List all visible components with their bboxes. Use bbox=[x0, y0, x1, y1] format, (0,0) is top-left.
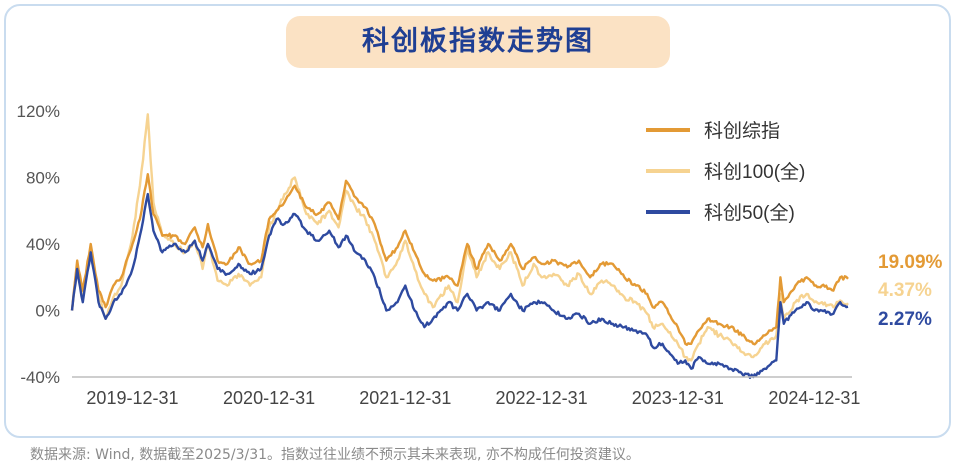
title-banner bbox=[286, 16, 670, 68]
x-tick-label: 2024-12-31 bbox=[768, 388, 860, 408]
end-value-label: 2.27% bbox=[878, 309, 932, 330]
data-source-note: 数据来源: Wind, 数据截至2025/3/31。指数过往业绩不预示其未来表现… bbox=[30, 447, 640, 463]
series-line-1 bbox=[70, 113, 849, 362]
y-tick-label: 40% bbox=[26, 235, 60, 254]
x-tick-label: 2019-12-31 bbox=[86, 388, 178, 408]
chart-card bbox=[4, 4, 951, 438]
chart-title: 科创板指数走势图 bbox=[362, 26, 594, 57]
y-tick-label: 80% bbox=[26, 169, 60, 188]
legend-label: 科创综指 bbox=[704, 120, 780, 142]
line-chart: 120% 80% 40% 0% -40% 2019-12-31 2020-12-31 2021… bbox=[17, 102, 943, 408]
x-tick-label: 2020-12-31 bbox=[223, 388, 315, 408]
series-line-2 bbox=[70, 192, 849, 379]
series-line-0 bbox=[70, 173, 849, 346]
y-tick-label: 0% bbox=[35, 302, 60, 321]
x-tick-label: 2022-12-31 bbox=[496, 388, 588, 408]
x-tick-label: 2021-12-31 bbox=[359, 388, 451, 408]
x-tick-label: 2023-12-31 bbox=[632, 388, 724, 408]
legend-label: 科创100(全) bbox=[704, 161, 805, 183]
legend-label: 科创50(全) bbox=[704, 202, 795, 224]
y-tick-label: -40% bbox=[20, 368, 60, 387]
end-value-label: 4.37% bbox=[878, 280, 932, 301]
end-value-label: 19.09% bbox=[878, 252, 943, 273]
y-tick-label: 120% bbox=[17, 102, 60, 121]
